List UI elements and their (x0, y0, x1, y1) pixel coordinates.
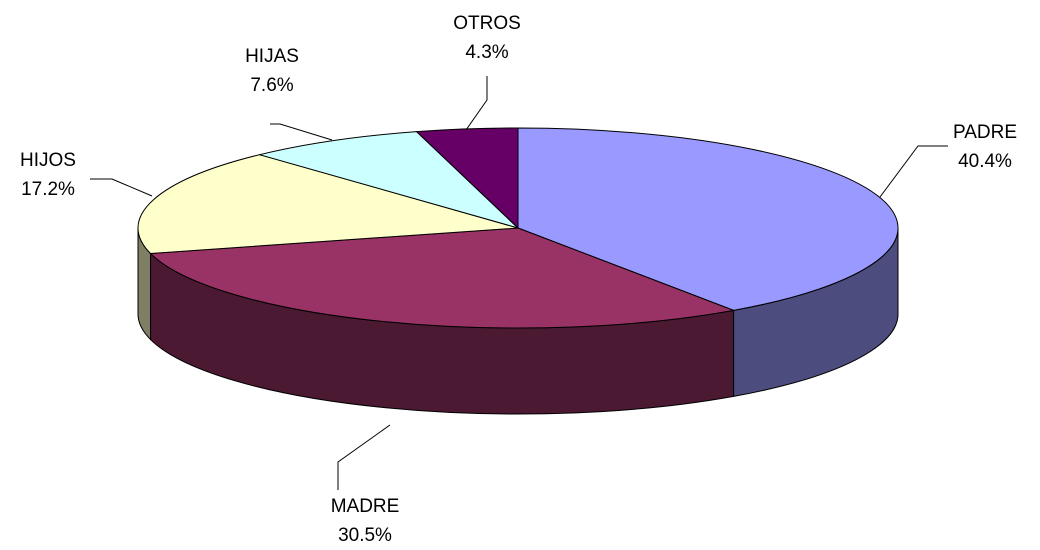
category-label: OTROS (453, 13, 521, 34)
value-label: 4.3% (465, 42, 508, 63)
slice (137, 154, 519, 254)
slice (149, 227, 736, 329)
value-label: 17.2% (21, 179, 75, 200)
category-label: PADRE (953, 122, 1017, 143)
leader-line (879, 145, 948, 198)
leader-line (90, 178, 153, 197)
value-label: 40.4% (958, 151, 1012, 172)
slice (517, 127, 899, 311)
category-label: HIJAS (245, 46, 299, 67)
slice (257, 131, 519, 229)
leader-line (337, 424, 391, 490)
leader-line (465, 76, 488, 131)
category-label: MADRE (331, 496, 400, 517)
value-label: 7.6% (250, 75, 293, 96)
leader-line (270, 123, 333, 141)
value-label: 30.5% (338, 525, 392, 546)
category-label: HIJOS (20, 150, 76, 171)
